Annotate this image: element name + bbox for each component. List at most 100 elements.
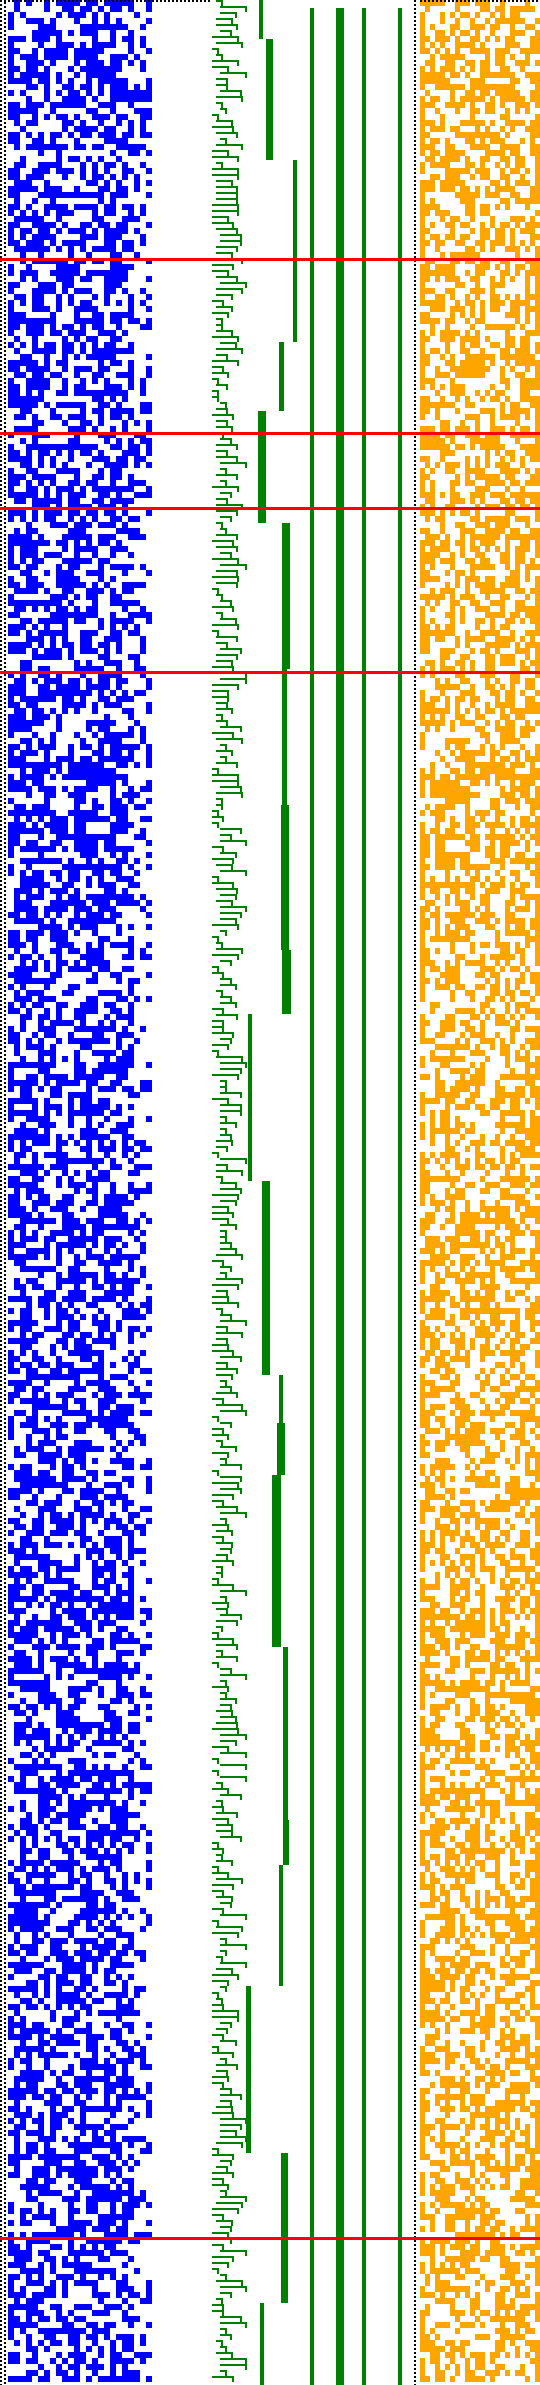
matrix-cell xyxy=(50,198,56,204)
matrix-cell xyxy=(20,774,26,780)
matrix-cell xyxy=(98,390,104,396)
matrix-cell xyxy=(8,1032,14,1038)
matrix-cell xyxy=(14,186,20,192)
matrix-cell xyxy=(110,2142,116,2148)
matrix-cell xyxy=(80,1620,86,1626)
matrix-cell xyxy=(62,2286,68,2292)
matrix-cell xyxy=(74,138,80,144)
matrix-cell xyxy=(104,1212,110,1218)
matrix-cell xyxy=(140,2196,146,2202)
matrix-cell xyxy=(20,498,26,504)
matrix-cell xyxy=(134,744,140,750)
matrix-cell xyxy=(56,768,62,774)
matrix-cell xyxy=(128,654,134,660)
matrix-cell xyxy=(122,1494,128,1500)
matrix-cell xyxy=(50,1152,56,1158)
matrix-cell xyxy=(8,72,14,78)
matrix-cell xyxy=(20,2256,26,2262)
matrix-cell xyxy=(44,246,50,252)
matrix-cell xyxy=(92,1548,98,1554)
matrix-cell xyxy=(74,330,80,336)
matrix-cell xyxy=(14,2292,20,2298)
matrix-cell xyxy=(62,276,68,282)
matrix-cell xyxy=(38,1668,44,1674)
matrix-cell xyxy=(8,1914,14,1920)
matrix-cell xyxy=(38,282,44,288)
matrix-cell xyxy=(20,900,26,906)
matrix-cell xyxy=(74,804,80,810)
matrix-cell xyxy=(122,1824,128,1830)
matrix-cell xyxy=(62,618,68,624)
matrix-cell xyxy=(20,624,26,630)
matrix-cell xyxy=(110,342,116,348)
matrix-cell xyxy=(110,1398,116,1404)
matrix-cell xyxy=(110,1662,116,1668)
matrix-cell xyxy=(98,1338,104,1344)
matrix-cell xyxy=(80,1518,86,1524)
matrix-cell xyxy=(74,792,80,798)
matrix-cell xyxy=(128,2046,134,2052)
matrix-cell xyxy=(8,690,14,696)
matrix-cell xyxy=(14,912,20,918)
matrix-cell xyxy=(116,1278,122,1284)
matrix-cell xyxy=(14,192,20,198)
matrix-cell xyxy=(104,2010,110,2016)
matrix-cell xyxy=(134,492,140,498)
matrix-cell xyxy=(68,276,74,282)
matrix-cell xyxy=(104,2166,110,2172)
matrix-cell xyxy=(140,108,146,114)
matrix-cell xyxy=(62,1896,68,1902)
matrix-cell xyxy=(62,1518,68,1524)
matrix-cell xyxy=(50,408,56,414)
matrix-cell xyxy=(14,1962,20,1968)
matrix-cell xyxy=(26,1320,32,1326)
matrix-cell xyxy=(14,762,20,768)
matrix-cell xyxy=(32,2022,38,2028)
matrix-cell xyxy=(74,480,80,486)
matrix-cell xyxy=(86,690,92,696)
matrix-cell xyxy=(110,702,116,708)
matrix-cell xyxy=(74,1554,80,1560)
matrix-cell xyxy=(14,906,20,912)
matrix-cell xyxy=(50,888,56,894)
matrix-cell xyxy=(98,324,104,330)
matrix-cell xyxy=(116,702,122,708)
matrix-cell xyxy=(44,2064,50,2070)
matrix-cell xyxy=(8,2310,14,2316)
matrix-cell xyxy=(26,1656,32,1662)
matrix-cell xyxy=(86,2346,92,2352)
matrix-cell xyxy=(62,1860,68,1866)
matrix-cell xyxy=(50,1656,56,1662)
matrix-cell xyxy=(92,1182,98,1188)
matrix-cell xyxy=(80,690,86,696)
matrix-cell xyxy=(32,1530,38,1536)
matrix-cell xyxy=(80,1020,86,1026)
matrix-cell xyxy=(26,894,32,900)
matrix-cell xyxy=(92,246,98,252)
matrix-cell xyxy=(98,864,104,870)
matrix-cell xyxy=(8,780,14,786)
matrix-cell xyxy=(74,156,80,162)
matrix-cell xyxy=(104,834,110,840)
matrix-cell xyxy=(128,1512,134,1518)
matrix-cell xyxy=(116,60,122,66)
matrix-cell xyxy=(14,726,20,732)
matrix-cell xyxy=(110,1812,116,1818)
matrix-cell xyxy=(128,378,134,384)
matrix-cell xyxy=(56,1500,62,1506)
matrix-cell xyxy=(98,1416,104,1422)
matrix-cell xyxy=(62,522,68,528)
matrix-cell xyxy=(14,1764,20,1770)
matrix-cell xyxy=(104,846,110,852)
matrix-cell xyxy=(56,1740,62,1746)
matrix-cell xyxy=(20,1890,26,1896)
matrix-cell xyxy=(116,1392,122,1398)
matrix-cell xyxy=(92,1068,98,1074)
matrix-cell xyxy=(14,1524,20,1530)
matrix-cell xyxy=(128,1104,134,1110)
matrix-cell xyxy=(86,2142,92,2148)
matrix-cell xyxy=(38,1026,44,1032)
matrix-cell xyxy=(104,2226,110,2232)
matrix-cell xyxy=(26,1380,32,1386)
matrix-cell xyxy=(56,2370,62,2376)
